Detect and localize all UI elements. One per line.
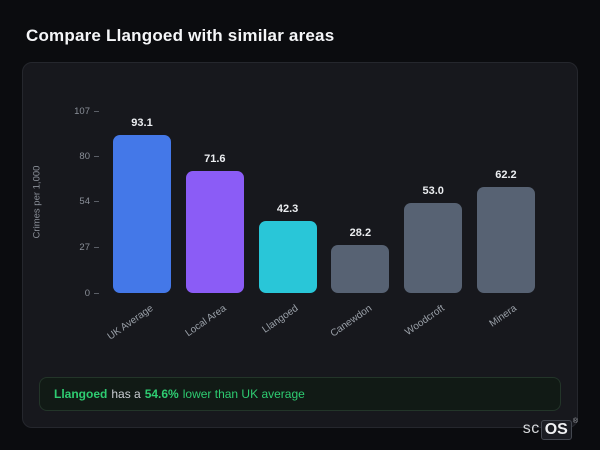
y-tick-label: 0 bbox=[84, 287, 90, 299]
logo-text-sc: sc bbox=[522, 419, 540, 437]
y-axis-label: Crimes per 1,000 bbox=[31, 165, 43, 239]
summary-mid-text: has a bbox=[111, 387, 141, 401]
bar[interactable] bbox=[185, 171, 244, 293]
x-axis-label: Woodcroft bbox=[402, 303, 447, 339]
x-axis-label: Local Area bbox=[183, 303, 229, 340]
y-tick-mark bbox=[94, 156, 99, 158]
bar-value-label: 53.0 bbox=[422, 184, 444, 197]
summary-value: 54.6% bbox=[144, 387, 179, 401]
chart-card: Crimes per 1,000 0 27 54 80 107 93.1 UK Avera… bbox=[22, 62, 578, 428]
y-tick-label: 54 bbox=[79, 195, 90, 207]
x-axis-label: Minera bbox=[487, 303, 520, 330]
x-axis-label: Llangoed bbox=[260, 303, 301, 336]
bar-column: 71.6 Local Area bbox=[183, 153, 244, 339]
y-tick-mark bbox=[94, 110, 99, 112]
bar[interactable] bbox=[258, 221, 317, 293]
y-tick-label: 80 bbox=[79, 151, 90, 163]
y-tick-label: 27 bbox=[79, 241, 90, 253]
y-tick: 0 bbox=[85, 286, 99, 300]
y-tick-mark bbox=[94, 292, 99, 294]
y-tick: 80 bbox=[79, 150, 99, 164]
bar-value-label: 42.3 bbox=[276, 203, 299, 216]
bar-column: 62.2 Minera bbox=[476, 169, 535, 330]
x-axis-label: Canewdon bbox=[328, 303, 374, 340]
y-tick-label: 107 bbox=[74, 105, 90, 117]
y-tick: 54 bbox=[79, 194, 99, 208]
y-tick-mark bbox=[94, 246, 99, 248]
bar-column: 93.1 UK Average bbox=[105, 116, 171, 343]
registered-mark: ® bbox=[572, 417, 578, 425]
bar[interactable] bbox=[113, 134, 171, 293]
bar[interactable] bbox=[404, 202, 463, 293]
summary-rest-text: lower than UK average bbox=[182, 387, 305, 401]
bar[interactable] bbox=[331, 245, 390, 293]
bars-area: 93.1 UK Average 71.6 Local Area 42.3 Llangoed… bbox=[101, 111, 547, 343]
y-tick: 107 bbox=[74, 104, 99, 118]
bar[interactable] bbox=[476, 187, 535, 293]
bar-value-label: 93.1 bbox=[131, 116, 153, 129]
bar-column: 28.2 Canewdon bbox=[328, 227, 390, 339]
bar-value-label: 62.2 bbox=[495, 169, 517, 182]
scos-logo: sc OS ® bbox=[522, 417, 578, 440]
y-axis: 0 27 54 80 107 bbox=[59, 106, 99, 299]
bar-value-label: 71.6 bbox=[204, 153, 226, 166]
logo-text-os: OS bbox=[540, 419, 572, 440]
bar-chart: Crimes per 1,000 0 27 54 80 107 93.1 UK Avera… bbox=[32, 106, 547, 343]
summary-area-name: Llangoed bbox=[54, 387, 108, 401]
x-axis-label: UK Average bbox=[105, 303, 156, 343]
bar-value-label: 28.2 bbox=[349, 227, 372, 240]
y-tick: 27 bbox=[79, 240, 99, 254]
bar-column: 53.0 Woodcroft bbox=[403, 184, 463, 338]
y-tick-mark bbox=[94, 200, 99, 202]
summary-note: Llangoed has a 54.6% lower than UK avera… bbox=[39, 377, 561, 411]
page-title: Compare Llangoed with similar areas bbox=[26, 26, 335, 45]
bar-column: 42.3 Llangoed bbox=[258, 203, 317, 336]
